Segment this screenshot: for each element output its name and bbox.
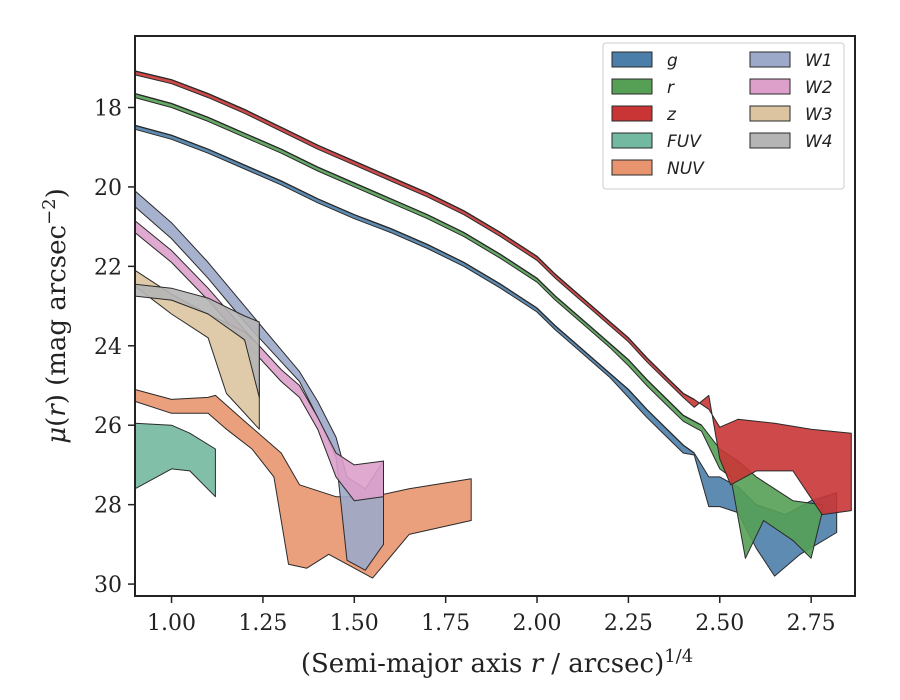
legend-label-r: r — [667, 78, 675, 98]
legend-label-g: g — [667, 51, 678, 71]
y-axis: 18 20 22 24 26 28 30 — [94, 96, 135, 598]
legend-swatch-w1 — [749, 51, 791, 68]
series-edge-g — [134, 124, 695, 454]
x-axis: 1.00 1.25 1.50 1.75 2.00 2.25 2.50 2.75 — [147, 596, 836, 636]
legend-swatch-w3 — [749, 105, 791, 122]
edge-layer — [134, 70, 702, 454]
x-tick-label: 1.25 — [238, 611, 287, 636]
x-tick-label: 2.00 — [513, 611, 562, 636]
legend-label-w1: W1 — [805, 51, 833, 71]
y-tick-label: 22 — [94, 255, 122, 280]
y-tick-label: 28 — [94, 494, 122, 519]
series-band-fuv — [134, 422, 216, 498]
y-tick-label: 26 — [94, 414, 122, 439]
y-tick-label: 20 — [94, 176, 122, 201]
series-band-w1 — [134, 190, 384, 571]
x-tick-label: 2.50 — [695, 611, 744, 636]
legend-swatch-w4 — [749, 132, 791, 149]
x-tick-label: 1.75 — [421, 611, 470, 636]
legend-swatch-g — [611, 51, 653, 68]
legend-label-w2: W2 — [805, 78, 833, 98]
legend-label-z: z — [666, 105, 677, 125]
legend-swatch-nuv — [611, 159, 653, 176]
x-tick-label: 1.50 — [330, 611, 379, 636]
y-tick-label: 24 — [94, 335, 122, 360]
x-axis-label: (Semi-major axis r / arcsec)1/4 — [301, 646, 693, 679]
legend-label-w3: W3 — [805, 105, 833, 125]
x-tick-label: 2.75 — [787, 611, 836, 636]
legend-label-fuv: FUV — [667, 132, 702, 152]
legend-swatch-w2 — [749, 78, 791, 95]
legend-label-nuv: NUV — [667, 159, 705, 179]
series-band-w4 — [134, 283, 260, 398]
legend-swatch-z — [611, 105, 653, 122]
legend-entries: grz FUV NUV W1 W2 W3 W4 — [611, 51, 833, 179]
legend-swatch-r — [611, 78, 653, 95]
plot-frame — [134, 35, 856, 597]
series-band-nuv — [134, 389, 472, 579]
y-axis-label: μ(r) (mag arcsec−2) — [39, 188, 72, 444]
series-edge-r — [134, 92, 702, 426]
y-tick-label: 30 — [94, 573, 122, 598]
series-layer — [134, 70, 852, 579]
x-tick-label: 2.25 — [604, 611, 653, 636]
y-tick-label: 18 — [94, 96, 122, 121]
x-tick-label: 1.00 — [147, 611, 196, 636]
series-edge-z — [134, 70, 695, 400]
legend: grz FUV NUV W1 W2 W3 W4 — [602, 42, 845, 190]
legend-label-w4: W4 — [805, 132, 833, 152]
legend-swatch-fuv — [611, 132, 653, 149]
